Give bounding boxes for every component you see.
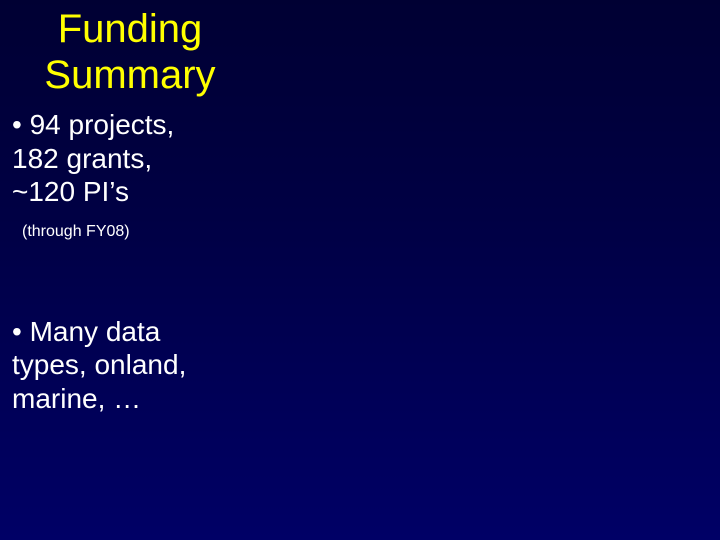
slide-title: Funding Summary [10,0,250,98]
note-through-fy08: (through FY08) [22,223,720,241]
bullet-data-line2: types, onland, [12,349,186,380]
bullet-projects-line1: • 94 projects, [12,109,174,140]
bullet-projects-line2: 182 grants, [12,143,152,174]
title-line-2: Summary [44,53,215,97]
bullet-projects-line3: ~120 PI’s [12,176,129,207]
bullet-projects: • 94 projects, 182 grants, ~120 PI’s [12,108,242,209]
bullet-data-types: • Many data types, onland, marine, … [12,315,242,416]
title-line-1: Funding [58,7,203,51]
bullet-data-line1: • Many data [12,316,160,347]
bullet-data-line3: marine, … [12,383,141,414]
slide: Funding Summary • 94 projects, 182 grant… [0,0,720,540]
